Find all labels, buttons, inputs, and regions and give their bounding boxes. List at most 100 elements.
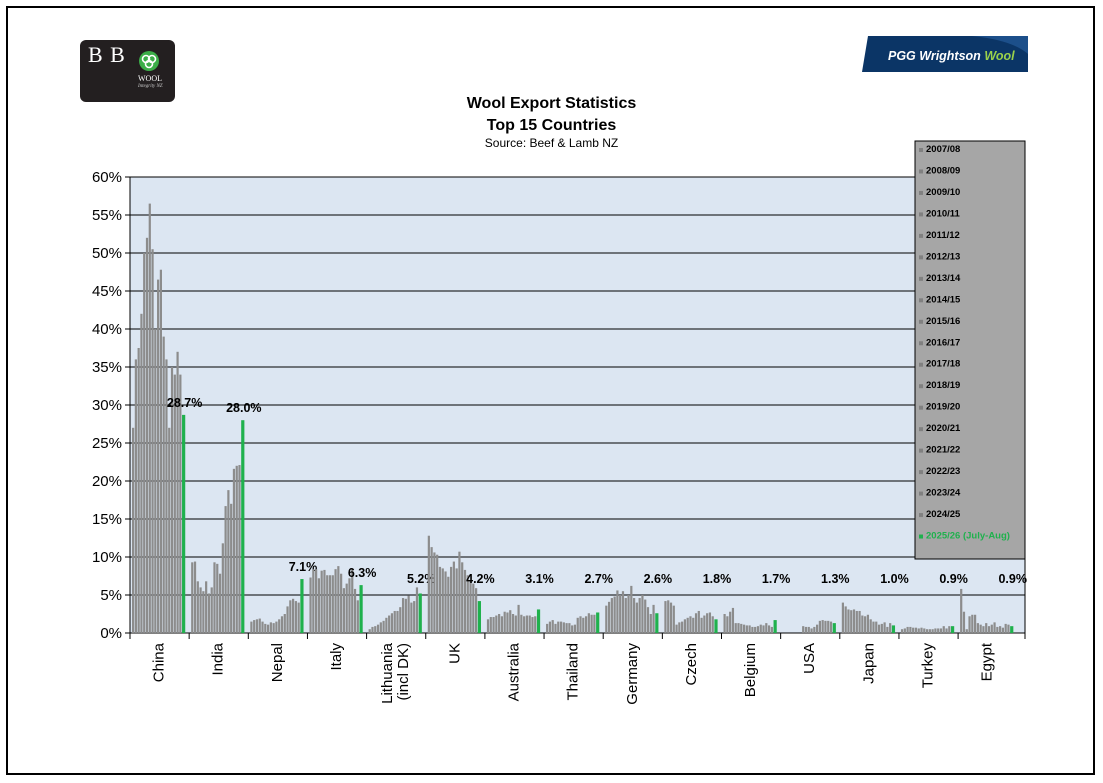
legend-label: 2007/08 (926, 144, 960, 155)
bar-history (644, 599, 647, 633)
bar-history (726, 616, 729, 633)
y-tick-label: 15% (92, 511, 122, 528)
bar-history (145, 237, 149, 634)
bar-history (587, 613, 590, 633)
bar-history (607, 601, 611, 633)
data-label: 4.2% (466, 572, 495, 586)
bar-history (173, 374, 176, 633)
bar-history (449, 566, 453, 633)
bar-history (444, 571, 447, 633)
bar-history (1004, 623, 1007, 633)
bar-history (683, 619, 687, 633)
bar-history (681, 621, 684, 633)
bar-history (742, 624, 746, 633)
bar-history (813, 626, 816, 633)
legend-swatch (919, 513, 923, 518)
bar-history (880, 623, 883, 633)
y-tick-label: 50% (92, 245, 122, 262)
bar-current (477, 601, 481, 633)
bar-history (624, 598, 627, 633)
bar-history (199, 587, 202, 633)
bar-history (312, 569, 315, 633)
bar-history (328, 575, 332, 633)
bar-history (821, 620, 824, 633)
data-label: 0.9% (998, 572, 1027, 586)
bar-history (415, 587, 419, 633)
bar-history (523, 616, 526, 633)
y-tick-label: 5% (100, 587, 122, 604)
data-label: 1.0% (880, 572, 909, 586)
bar-history (613, 596, 616, 633)
bar-history (990, 624, 993, 633)
legend-swatch (919, 255, 923, 260)
legend-swatch (919, 405, 923, 410)
legend-label: 2020/21 (926, 423, 961, 434)
bar-history (579, 616, 582, 633)
bar-history (675, 624, 678, 633)
bar-history (221, 543, 224, 633)
bar-history (272, 623, 275, 633)
bar-history (638, 598, 641, 633)
bar-history (475, 588, 478, 633)
bar-history (748, 625, 751, 633)
bar-history (351, 569, 354, 633)
bar-history (323, 569, 326, 633)
bar-current (536, 609, 541, 633)
y-tick-label: 30% (92, 397, 122, 414)
bar-history (191, 562, 194, 633)
bar-history (605, 605, 608, 633)
bar-history (993, 622, 996, 633)
bar-history (745, 625, 748, 633)
bar-current (596, 612, 600, 633)
bar-history (210, 587, 213, 633)
bar-history (917, 628, 920, 633)
legend-swatch (919, 534, 923, 539)
bar-history (286, 606, 289, 633)
x-category-label: Thailand (565, 643, 582, 701)
bar-history (342, 588, 346, 633)
bar-history (914, 627, 918, 633)
bar-history (810, 628, 813, 633)
bar-history (356, 600, 359, 633)
bar-history (759, 624, 762, 633)
bar-history (858, 610, 861, 633)
bar-history (455, 568, 458, 633)
bar-history (410, 602, 413, 633)
legend-swatch (919, 148, 923, 152)
bar-history (258, 618, 261, 633)
bar-history (280, 616, 284, 633)
bar-history (869, 619, 872, 633)
bar-history (452, 561, 455, 633)
y-tick-label: 10% (92, 549, 122, 566)
data-label: 1.7% (762, 572, 791, 586)
y-tick-label: 25% (92, 435, 122, 452)
bar-history (861, 615, 864, 633)
bar-history (754, 626, 757, 633)
bar-history (232, 468, 236, 633)
bar-history (289, 600, 292, 633)
bar-history (148, 203, 151, 633)
bar-history (353, 588, 357, 633)
bar-history (340, 573, 343, 633)
bar-history (571, 625, 574, 633)
bar-history (573, 624, 577, 633)
bar-history (641, 595, 644, 633)
bar-history (971, 614, 974, 633)
bar-history (646, 607, 650, 633)
bar-history (855, 610, 858, 633)
logo-wool-sublabel: Integrity NZ (138, 84, 163, 89)
legend-label: 2014/15 (926, 294, 961, 305)
bar-history (320, 570, 323, 633)
pgg-logo-text: PGG Wrightson Wool (888, 49, 1015, 63)
bar-history (633, 598, 636, 633)
bar-history (404, 598, 407, 633)
x-category-label: Australia (505, 642, 522, 701)
bar-history (974, 614, 977, 633)
bar-history (466, 575, 469, 633)
bar-current (359, 585, 363, 633)
bar-history (554, 623, 557, 633)
legend-swatch (919, 319, 923, 324)
bar-history (565, 623, 568, 633)
bar-history (292, 598, 295, 633)
